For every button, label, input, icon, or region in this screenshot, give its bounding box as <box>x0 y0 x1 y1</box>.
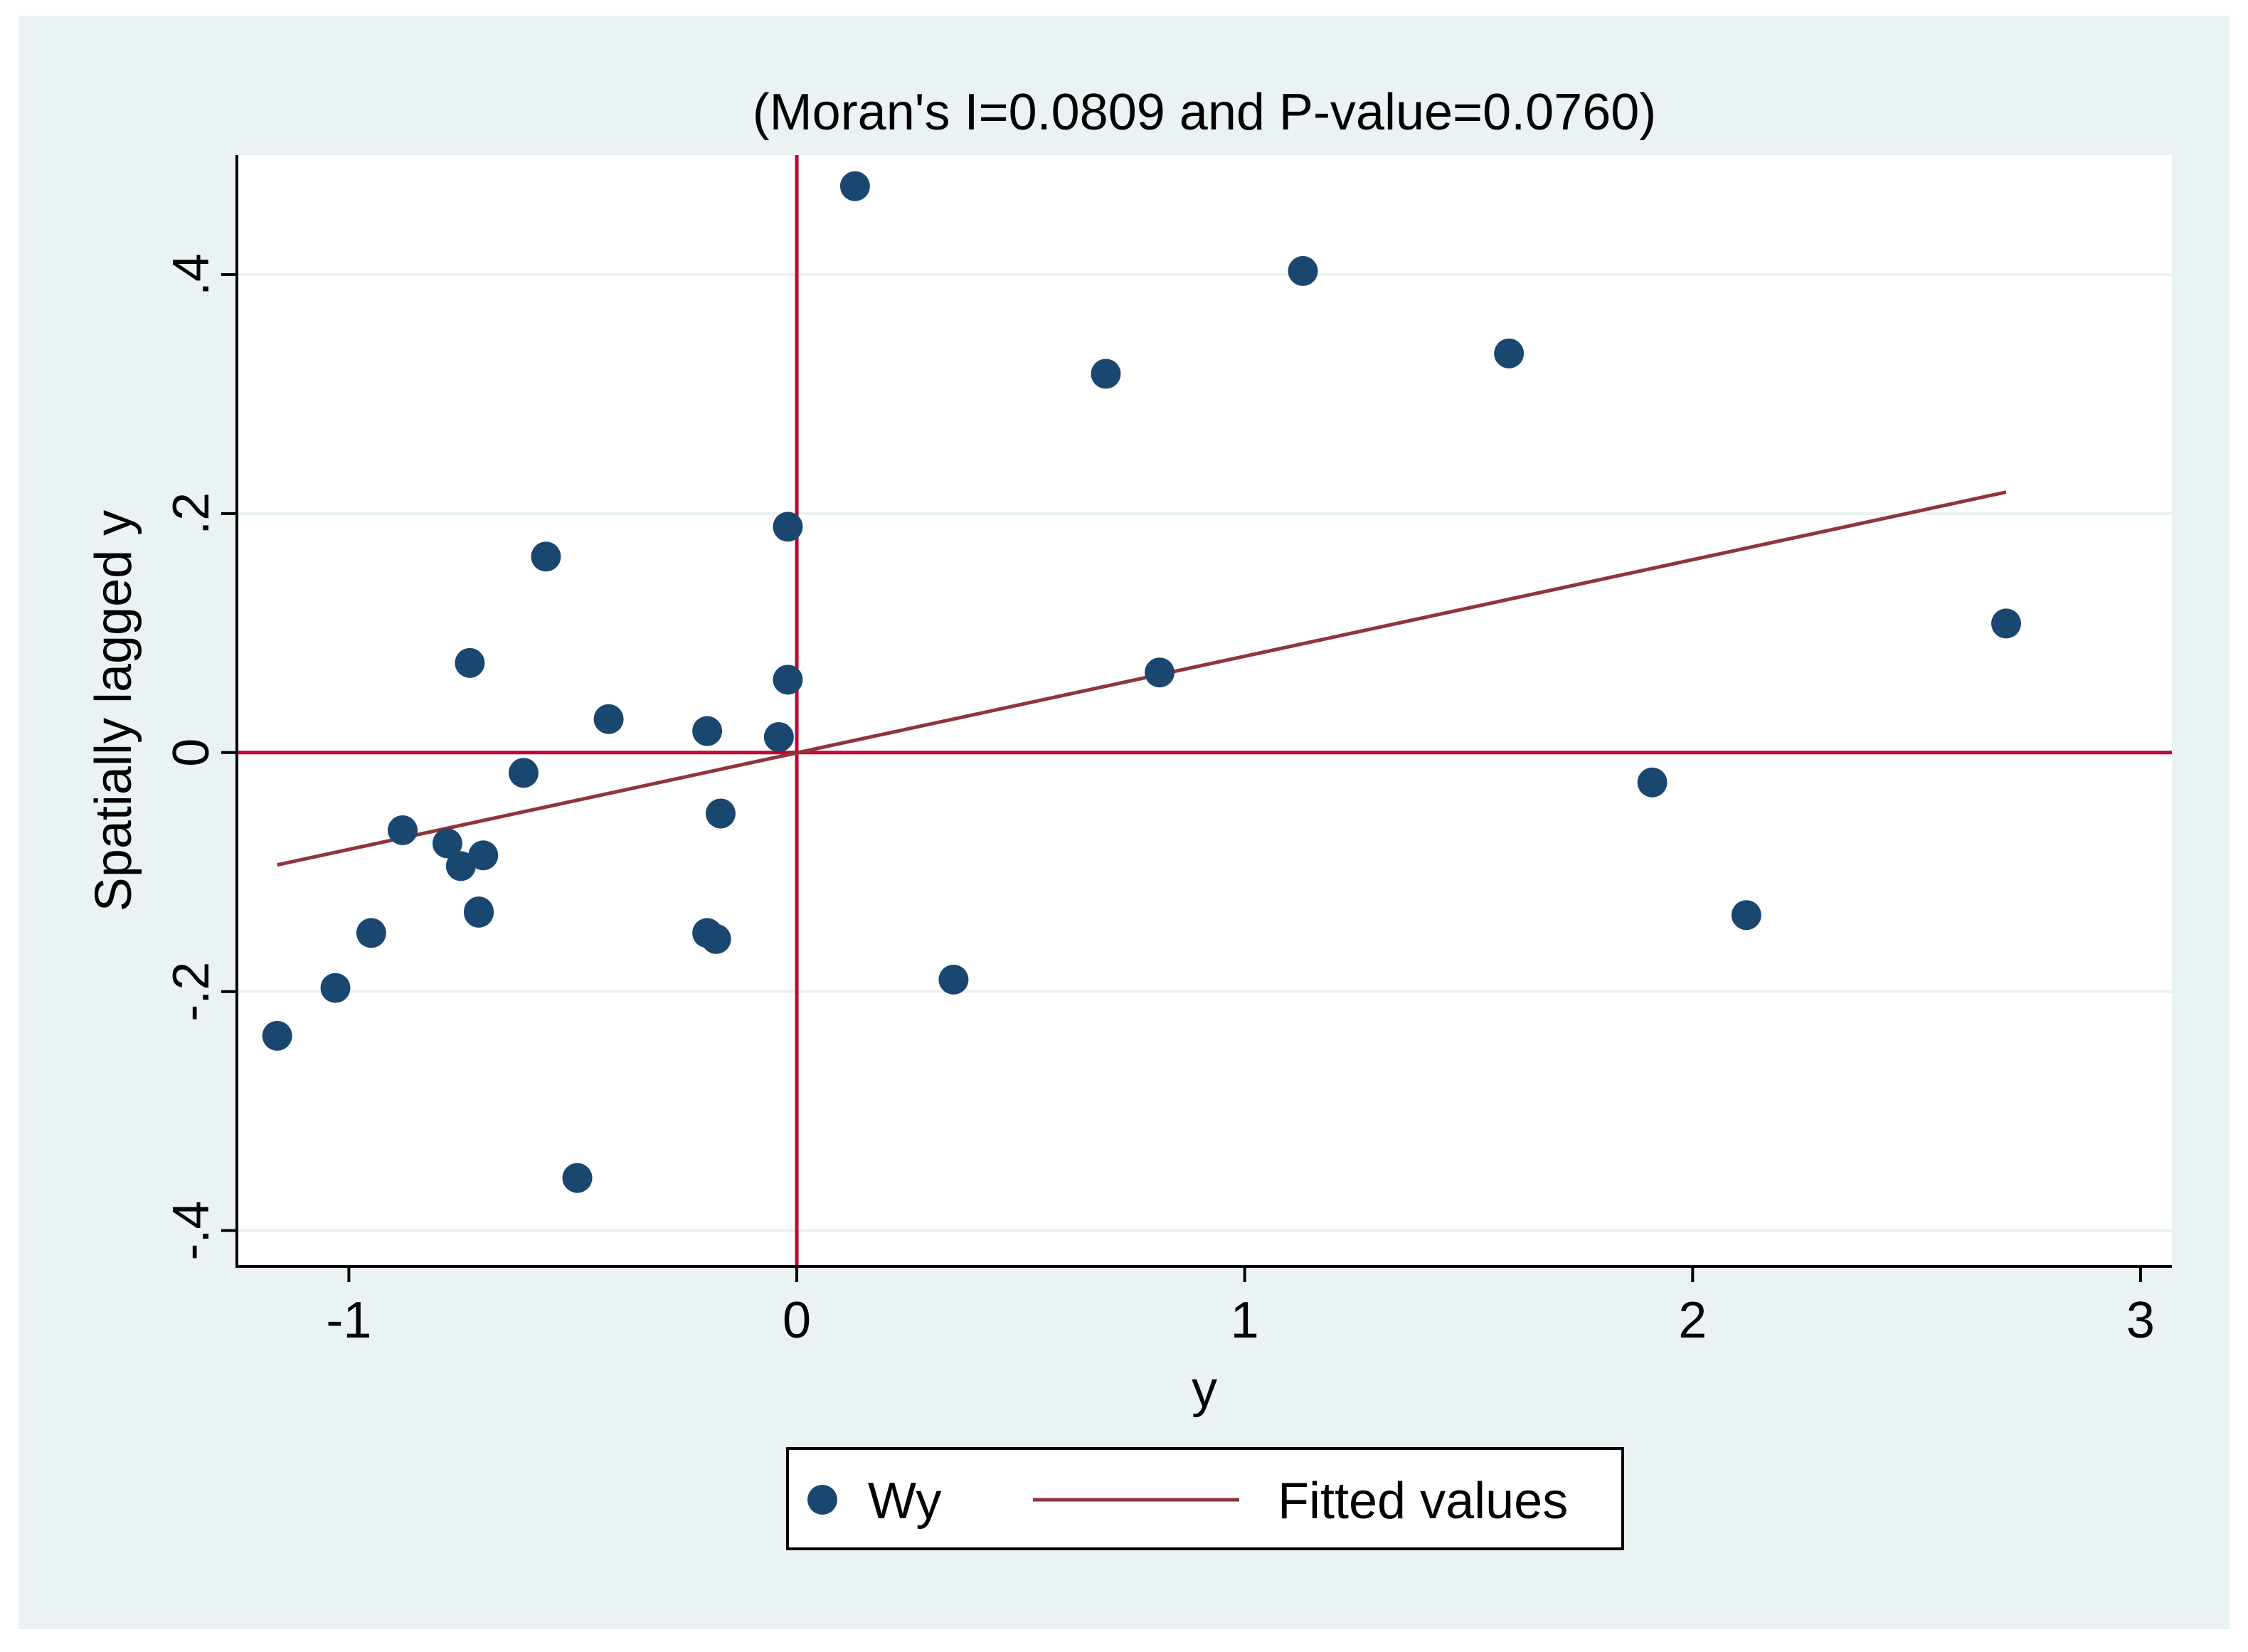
x-tick-label: 1 <box>1231 1292 1259 1349</box>
wy-point <box>692 716 723 746</box>
fitted-values-line <box>277 490 2007 867</box>
reference-lines <box>237 155 2172 1266</box>
wy-point <box>706 798 736 829</box>
wy-point <box>455 647 485 678</box>
wy-point <box>593 704 624 734</box>
wy-point <box>773 512 803 542</box>
legend-wy-marker <box>807 1485 837 1515</box>
wy-point <box>464 896 494 927</box>
x-tick-label: 2 <box>1678 1292 1707 1349</box>
wy-point <box>1288 255 1318 286</box>
wy-point <box>387 815 418 845</box>
wy-point <box>508 758 539 788</box>
wy-point <box>773 664 803 695</box>
wy-point <box>1731 900 1761 931</box>
fitted-values-layer <box>277 490 2007 867</box>
wy-point <box>432 828 462 859</box>
wy-point <box>531 541 561 572</box>
wy-point <box>1091 359 1121 389</box>
wy-point <box>1494 338 1525 369</box>
x-tick-label: 0 <box>783 1292 811 1349</box>
wy-point <box>445 851 476 881</box>
wy-point <box>356 918 386 948</box>
chart-title: (Moran's I=0.0809 and P-value=0.0760) <box>753 84 1657 141</box>
wy-point <box>468 840 499 871</box>
x-tick-label: 3 <box>2126 1292 2155 1349</box>
y-tick-label: -.4 <box>163 1201 220 1261</box>
wy-point <box>1145 657 1175 688</box>
wy-point <box>839 171 870 201</box>
legend: Wy Fitted values <box>786 1447 1624 1550</box>
y-tick-label: 0 <box>163 738 220 767</box>
wy-point <box>938 964 969 995</box>
y-tick-label: -.2 <box>163 962 220 1022</box>
wy-point <box>1637 767 1668 798</box>
wy-points-layer <box>262 171 2022 1193</box>
grid-lines <box>237 272 2172 1232</box>
y-tick-label: .2 <box>163 492 220 535</box>
wy-point <box>701 923 731 954</box>
plot-area <box>237 155 2172 1266</box>
wy-point <box>763 721 794 752</box>
axes: -1 0 1 2 3 -.4 -.2 0 .2 .4 <box>163 155 2172 1349</box>
wy-point <box>262 1020 292 1051</box>
y-tick-label: .4 <box>163 253 220 296</box>
x-tick-label: -1 <box>326 1292 371 1349</box>
legend-fitted-label: Fitted values <box>1278 1473 1568 1530</box>
x-axis-label: y <box>1192 1361 1217 1418</box>
wy-point <box>1991 608 2022 639</box>
legend-wy-label: Wy <box>868 1473 941 1530</box>
wy-point <box>320 973 351 1003</box>
y-axis-label: Spatially lagged y <box>85 510 142 911</box>
wy-point <box>562 1163 593 1193</box>
